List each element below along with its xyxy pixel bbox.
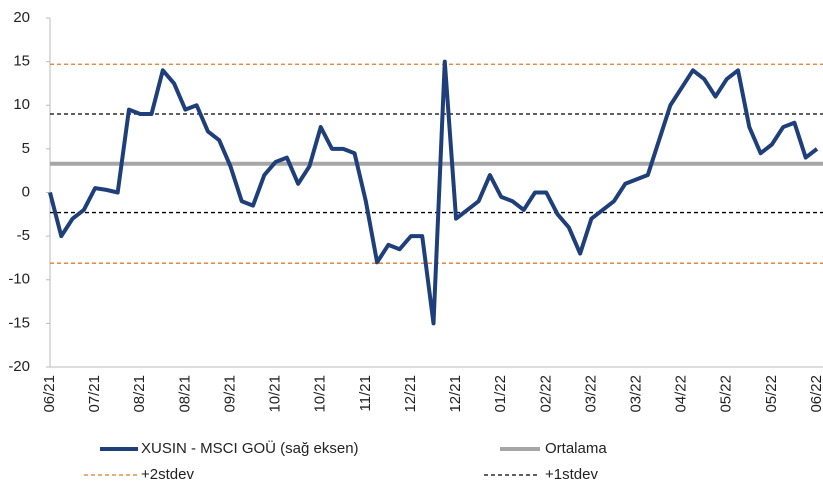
x-tick-label: 02/22 bbox=[537, 375, 554, 413]
y-tick-label: 10 bbox=[13, 96, 30, 113]
y-tick-label: -20 bbox=[8, 358, 30, 375]
x-tick-label: 06/22 bbox=[808, 375, 823, 413]
x-tick-label: 06/21 bbox=[41, 375, 58, 413]
x-tick-label: 09/21 bbox=[221, 375, 238, 413]
x-tick-label: 10/21 bbox=[267, 375, 284, 413]
legend-label: +2stdev bbox=[141, 466, 194, 483]
x-tick-label: 05/22 bbox=[718, 375, 735, 413]
x-tick-label: 12/21 bbox=[447, 375, 464, 413]
x-tick-label: 10/21 bbox=[312, 375, 329, 413]
y-tick-label: -10 bbox=[8, 271, 30, 288]
x-tick-label: 08/21 bbox=[131, 375, 148, 413]
x-tick-label: 07/21 bbox=[86, 375, 103, 413]
y-tick-label: 15 bbox=[13, 53, 30, 70]
y-tick-label: 20 bbox=[13, 9, 30, 26]
legend-label: XUSIN - MSCI GOÜ (sağ eksen) bbox=[141, 439, 359, 457]
x-tick-label: 03/22 bbox=[627, 375, 644, 413]
y-tick-label: 0 bbox=[22, 183, 30, 200]
x-tick-label: 03/22 bbox=[582, 375, 599, 413]
y-tick-label: -15 bbox=[8, 314, 30, 331]
data-line bbox=[48, 59, 819, 326]
x-tick-label: 08/21 bbox=[176, 375, 193, 413]
legend-label: +1stdev bbox=[545, 466, 598, 483]
x-tick-label: 12/21 bbox=[402, 375, 419, 413]
legend-label: Ortalama bbox=[545, 440, 607, 457]
y-tick-label: -5 bbox=[17, 227, 30, 244]
x-tick-label: 05/22 bbox=[763, 375, 780, 413]
x-tick-label: 11/21 bbox=[357, 375, 374, 411]
x-tick-label: 04/22 bbox=[673, 375, 690, 413]
y-tick-label: 5 bbox=[22, 140, 30, 157]
x-tick-label: 01/22 bbox=[492, 375, 509, 413]
